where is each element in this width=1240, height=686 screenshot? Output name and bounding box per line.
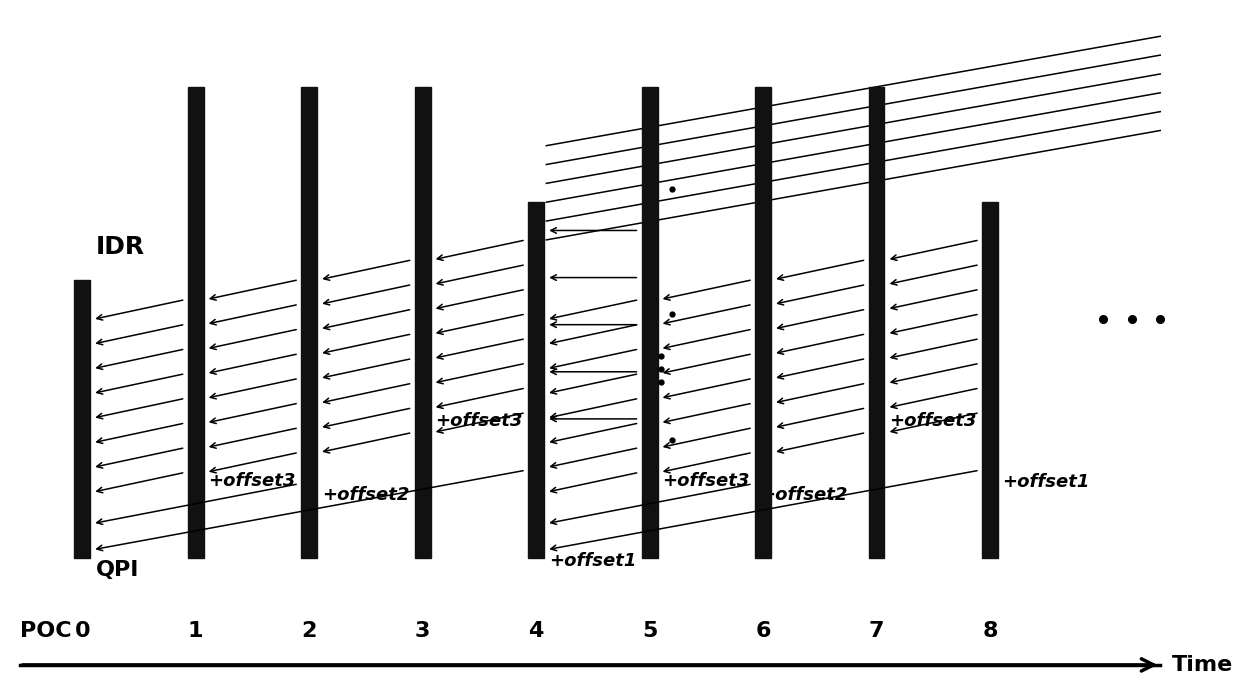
Text: 5: 5	[642, 621, 657, 641]
Bar	[868, 86, 884, 558]
Bar	[528, 202, 544, 558]
Text: +offset2: +offset2	[321, 486, 409, 504]
Text: Time: Time	[1172, 655, 1233, 675]
Text: +offset3: +offset3	[208, 471, 295, 490]
Text: +offset3: +offset3	[662, 471, 749, 490]
Bar	[414, 86, 430, 558]
Text: 0: 0	[74, 621, 91, 641]
Bar	[641, 86, 657, 558]
Text: POC: POC	[20, 621, 72, 641]
Text: +offset2: +offset2	[760, 486, 847, 504]
Bar	[982, 202, 998, 558]
Text: IDR: IDR	[95, 235, 145, 259]
Text: 7: 7	[869, 621, 884, 641]
Bar	[755, 86, 771, 558]
Text: 8: 8	[982, 621, 998, 641]
Text: QPI: QPI	[95, 560, 139, 580]
Text: 1: 1	[188, 621, 203, 641]
Bar	[187, 86, 203, 558]
Text: +offset3: +offset3	[435, 412, 522, 430]
Text: +offset3: +offset3	[889, 412, 976, 430]
Bar	[301, 86, 317, 558]
Bar	[74, 280, 91, 558]
Text: +offset1: +offset1	[548, 552, 636, 570]
Text: 3: 3	[415, 621, 430, 641]
Text: 6: 6	[755, 621, 771, 641]
Text: 4: 4	[528, 621, 544, 641]
Text: 2: 2	[301, 621, 317, 641]
Text: +offset1: +offset1	[1002, 473, 1090, 490]
